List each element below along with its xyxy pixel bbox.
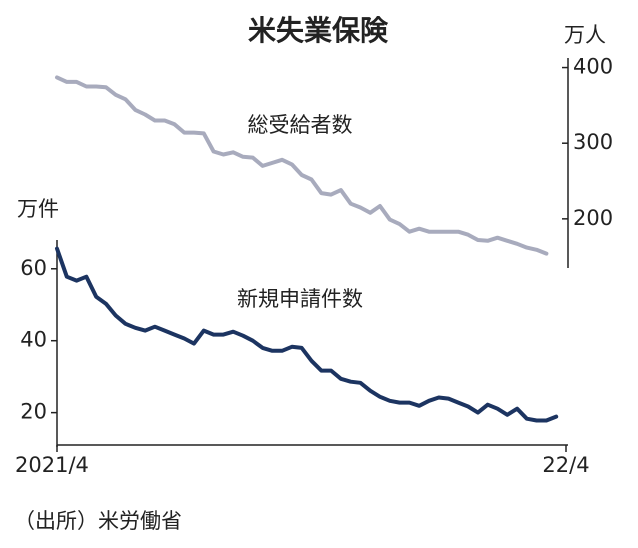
x-tick-label: 22/4 [542,453,589,477]
y2-tick-label: 400 [573,55,613,79]
y-axis-label: 万件 [17,197,59,221]
y-tick-label: 60 [20,256,47,280]
chart-title: 米失業保険 [248,14,389,47]
y2-tick-label: 300 [573,130,613,154]
x-tick-label: 2021/4 [15,453,89,477]
series-line [55,246,559,423]
series-label: 新規申請件数 [237,287,363,311]
y2-tick-label: 200 [573,206,613,230]
series-line [55,75,549,256]
series-label: 総受給者数 [248,113,353,137]
y2-axis-label: 万人 [564,23,606,47]
y-tick-label: 40 [20,328,47,352]
source-note: （出所）米労働省 [14,509,182,533]
y-tick-label: 20 [20,400,47,424]
